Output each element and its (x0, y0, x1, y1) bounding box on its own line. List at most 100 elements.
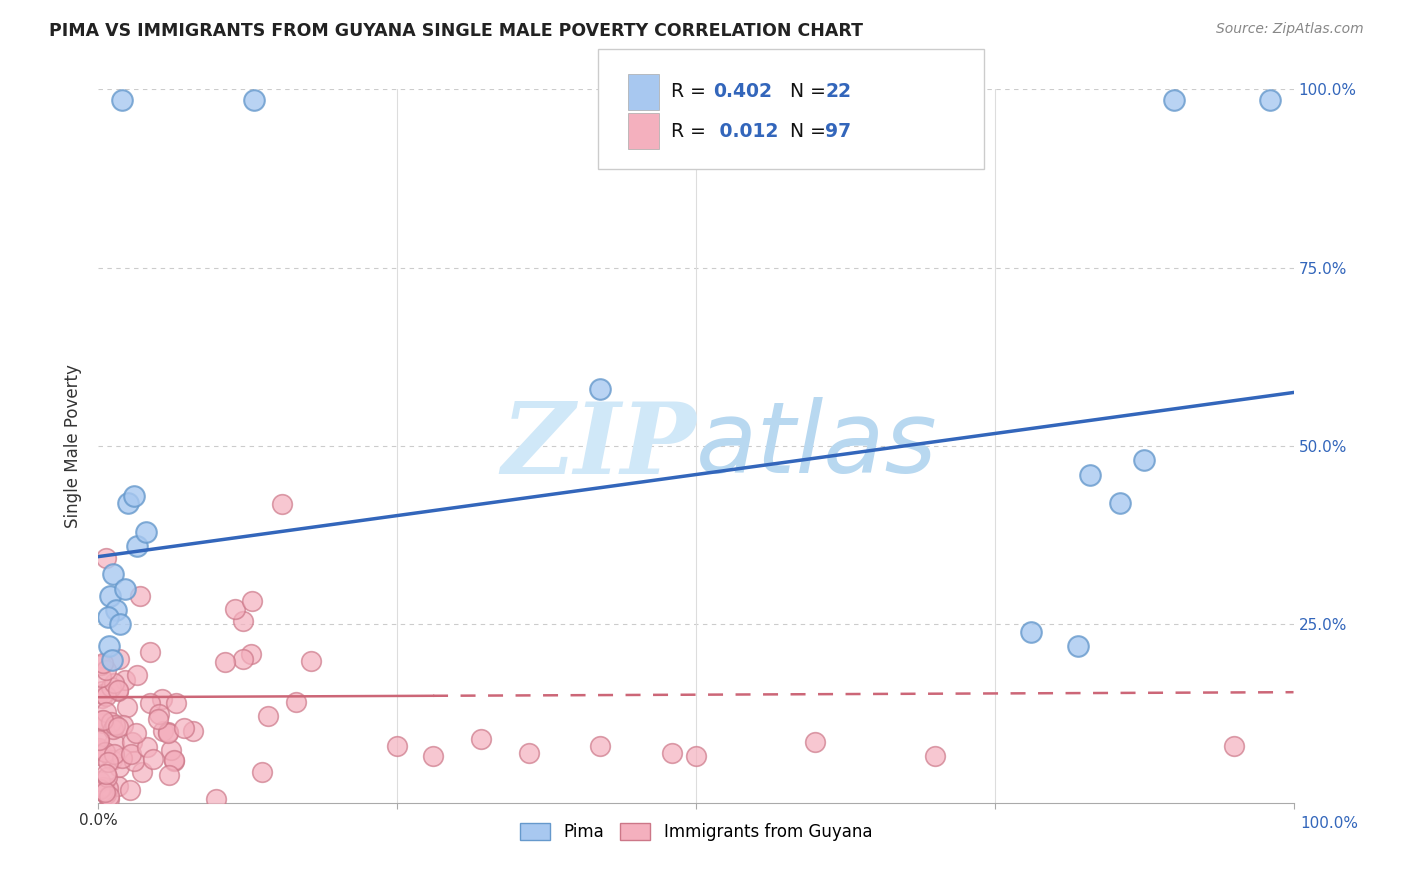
Point (422, 749, 444, 764)
Point (90, 670, 112, 684)
Point (243, 93, 266, 107)
Text: R =: R = (671, 82, 711, 102)
Point (160, 743, 183, 757)
Point (157, 767, 180, 781)
Point (131, 764, 153, 779)
Point (142, 752, 165, 766)
Point (89, 773, 111, 788)
Point (103, 675, 125, 690)
Point (150, 691, 173, 706)
Point (107, 720, 129, 734)
Point (108, 617, 131, 632)
Point (101, 722, 124, 736)
Point (125, 668, 148, 682)
Point (1223, 739, 1246, 753)
Point (93, 780, 115, 794)
Point (89, 742, 111, 756)
Point (107, 760, 129, 774)
Text: 0.012: 0.012 (713, 121, 778, 141)
Point (105, 603, 128, 617)
Point (96, 787, 118, 801)
Point (1258, 93, 1281, 107)
Point (94, 745, 117, 759)
Point (97, 780, 120, 795)
Point (111, 93, 134, 107)
Text: 22: 22 (825, 82, 851, 102)
Point (100, 753, 122, 767)
Point (90, 658, 112, 673)
Legend: Pima, Immigrants from Guyana: Pima, Immigrants from Guyana (513, 816, 879, 848)
Point (94, 767, 117, 781)
Point (589, 382, 612, 396)
Point (94, 785, 117, 799)
Point (96, 705, 118, 719)
Point (1080, 467, 1102, 482)
Point (250, 765, 273, 780)
Point (139, 696, 162, 710)
Point (98, 589, 122, 603)
Point (139, 645, 162, 659)
Point (98, 639, 121, 653)
Point (94, 551, 117, 566)
Text: Source: ZipAtlas.com: Source: ZipAtlas.com (1216, 22, 1364, 37)
Point (232, 652, 254, 666)
Point (91, 687, 114, 701)
Point (156, 726, 179, 740)
Point (271, 497, 294, 511)
Point (224, 602, 246, 616)
Point (104, 718, 127, 732)
Point (124, 489, 146, 503)
Point (205, 792, 228, 806)
Point (385, 739, 409, 753)
Point (97, 755, 120, 769)
Point (214, 655, 236, 669)
Point (96, 771, 118, 785)
Point (924, 749, 946, 764)
Text: 97: 97 (825, 121, 852, 141)
Point (135, 740, 157, 755)
Point (148, 707, 170, 722)
Point (257, 708, 280, 723)
Text: atlas: atlas (696, 398, 938, 494)
Point (91, 713, 114, 727)
Point (91, 683, 114, 698)
Point (97, 792, 120, 806)
Y-axis label: Single Male Poverty: Single Male Poverty (65, 364, 83, 528)
Point (1163, 93, 1185, 107)
Point (103, 736, 125, 750)
Point (107, 683, 129, 698)
Point (661, 746, 683, 760)
Point (103, 747, 125, 762)
Point (111, 751, 134, 765)
Point (517, 746, 540, 760)
Point (122, 755, 145, 769)
Text: ZIP: ZIP (501, 398, 696, 494)
Point (115, 700, 138, 714)
Point (87, 741, 110, 756)
Point (240, 594, 263, 608)
Text: 0.402: 0.402 (713, 82, 772, 102)
Point (1133, 453, 1156, 467)
Point (146, 712, 169, 726)
Point (685, 749, 707, 764)
Point (91, 784, 114, 798)
Point (98, 789, 121, 803)
Point (1109, 496, 1132, 510)
Point (804, 735, 827, 749)
Point (120, 782, 142, 797)
Point (163, 754, 186, 768)
Point (181, 723, 204, 738)
Point (239, 647, 262, 661)
Point (120, 747, 142, 761)
Point (112, 718, 135, 732)
Text: N =: N = (778, 121, 831, 141)
Point (125, 539, 148, 553)
Point (299, 654, 322, 668)
Point (152, 724, 174, 739)
Point (91, 715, 114, 730)
Text: N =: N = (778, 82, 831, 102)
Point (89, 731, 111, 745)
Point (90, 714, 112, 728)
Point (94, 689, 117, 703)
Point (96, 664, 118, 678)
